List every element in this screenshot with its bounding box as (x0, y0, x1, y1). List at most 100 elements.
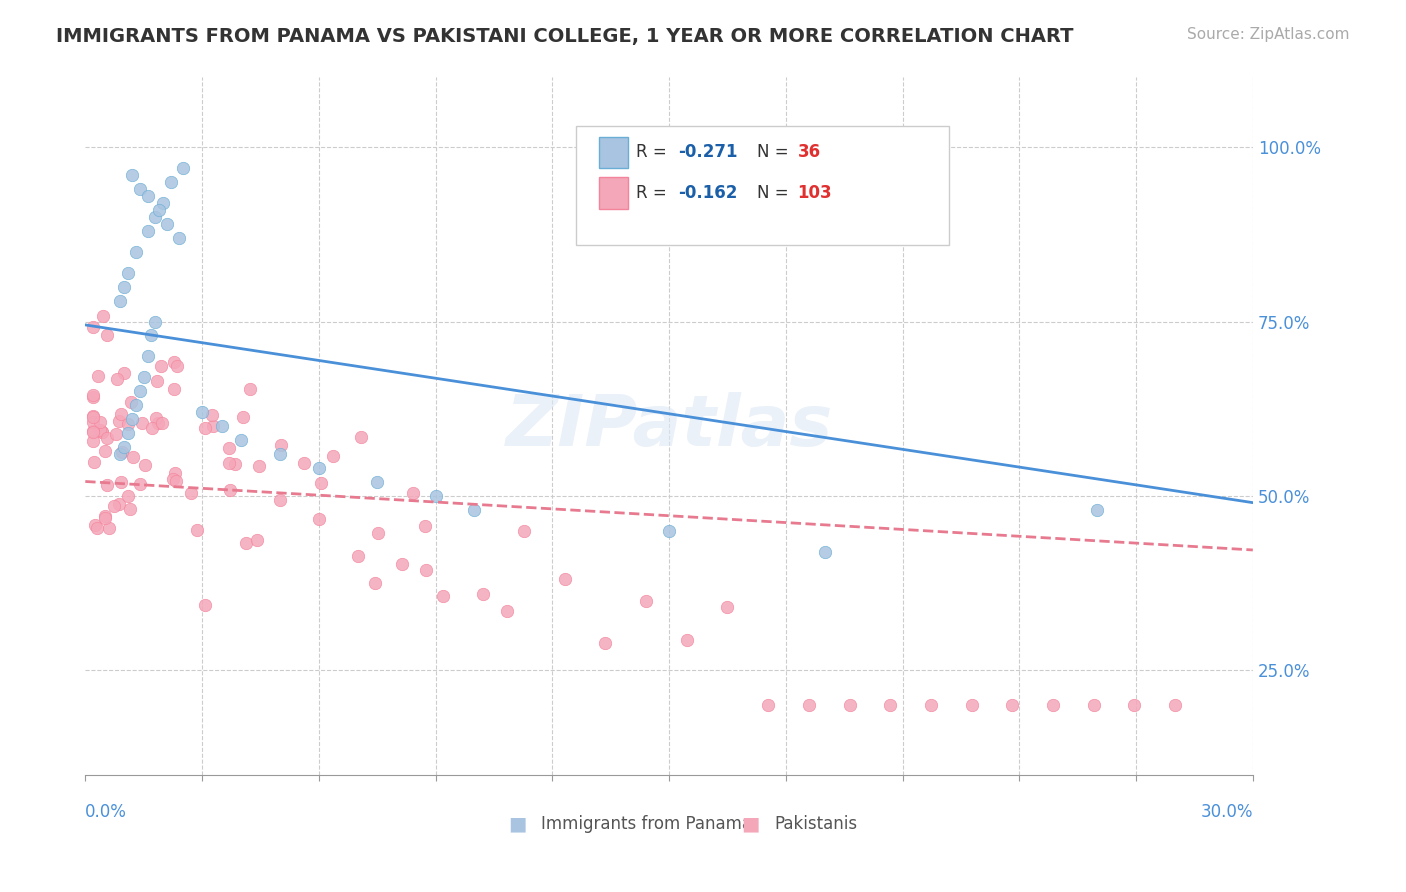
Point (96, 327, 118, 342)
Point (636, 593, 658, 607)
Point (1083, 698, 1105, 712)
Point (94, 511, 117, 525)
Point (136, 224, 159, 238)
Point (716, 599, 738, 614)
Point (82, 409, 104, 423)
Text: Immigrants from Panama: Immigrants from Panama (541, 814, 752, 832)
Point (658, 524, 681, 538)
Text: 30.0%: 30.0% (1201, 803, 1253, 821)
Text: IMMIGRANTS FROM PANAMA VS PAKISTANI COLLEGE, 1 YEAR OR MORE CORRELATION CHART: IMMIGRANTS FROM PANAMA VS PAKISTANI COLL… (56, 27, 1074, 45)
Point (463, 503, 485, 517)
Point (239, 382, 262, 396)
Point (920, 698, 942, 712)
Point (118, 501, 141, 516)
Point (756, 698, 779, 712)
Point (128, 384, 150, 399)
Point (1001, 698, 1024, 712)
Point (84, 518, 107, 533)
Point (117, 417, 139, 431)
Point (111, 445, 134, 459)
Text: R =: R = (637, 184, 672, 202)
Point (82, 425, 104, 439)
Point (472, 587, 495, 601)
Text: N =: N = (756, 143, 793, 161)
Text: ■: ■ (508, 814, 526, 833)
Point (134, 458, 156, 473)
Point (797, 698, 820, 712)
Point (82, 415, 104, 429)
Point (180, 486, 202, 500)
Point (960, 698, 983, 712)
Point (89, 415, 111, 429)
Point (131, 416, 153, 430)
Point (496, 604, 519, 618)
Point (235, 535, 257, 549)
Point (143, 210, 166, 224)
Point (172, 161, 194, 175)
Text: N =: N = (756, 184, 793, 202)
Point (141, 421, 163, 435)
Text: 36: 36 (797, 143, 821, 161)
FancyBboxPatch shape (575, 127, 949, 244)
Point (191, 405, 214, 419)
Point (96, 431, 118, 445)
Point (675, 632, 697, 647)
Point (125, 398, 148, 412)
Point (132, 370, 155, 384)
Point (82, 410, 104, 425)
Point (367, 526, 389, 541)
Point (425, 489, 447, 503)
Point (202, 418, 225, 433)
Point (322, 449, 344, 463)
Point (96, 477, 118, 491)
Point (129, 477, 152, 491)
Text: Source: ZipAtlas.com: Source: ZipAtlas.com (1187, 27, 1350, 42)
Point (247, 458, 270, 473)
Point (163, 382, 186, 396)
Point (838, 698, 860, 712)
Point (219, 483, 242, 497)
Point (117, 426, 139, 441)
Point (105, 372, 128, 386)
Point (108, 414, 131, 428)
Point (350, 429, 373, 443)
Point (121, 168, 143, 182)
Point (814, 544, 837, 558)
Point (413, 518, 436, 533)
Point (224, 457, 246, 471)
Point (103, 499, 125, 513)
Point (141, 328, 163, 343)
Point (513, 524, 536, 538)
Point (82, 434, 104, 448)
Point (186, 523, 208, 537)
Point (122, 450, 145, 465)
Text: ■: ■ (741, 814, 761, 833)
Point (269, 492, 291, 507)
Point (194, 598, 217, 612)
Point (363, 576, 385, 591)
Point (110, 293, 132, 308)
Point (167, 231, 190, 245)
Text: Pakistanis: Pakistanis (775, 814, 858, 832)
Point (94, 508, 117, 523)
Text: ZIPatlas: ZIPatlas (505, 392, 832, 460)
Point (269, 447, 291, 461)
Point (117, 266, 139, 280)
Point (90, 425, 112, 439)
Point (554, 573, 576, 587)
Point (110, 475, 132, 490)
Point (402, 486, 425, 500)
Point (82, 390, 104, 404)
Point (107, 497, 129, 511)
Point (110, 447, 132, 461)
Text: 0.0%: 0.0% (86, 803, 127, 821)
Point (165, 474, 187, 488)
Text: R =: R = (637, 143, 672, 161)
Point (82, 320, 104, 334)
Point (294, 456, 316, 470)
Point (1085, 503, 1108, 517)
Point (309, 476, 332, 491)
Text: 103: 103 (797, 184, 832, 202)
Point (308, 461, 330, 475)
Point (112, 440, 135, 454)
